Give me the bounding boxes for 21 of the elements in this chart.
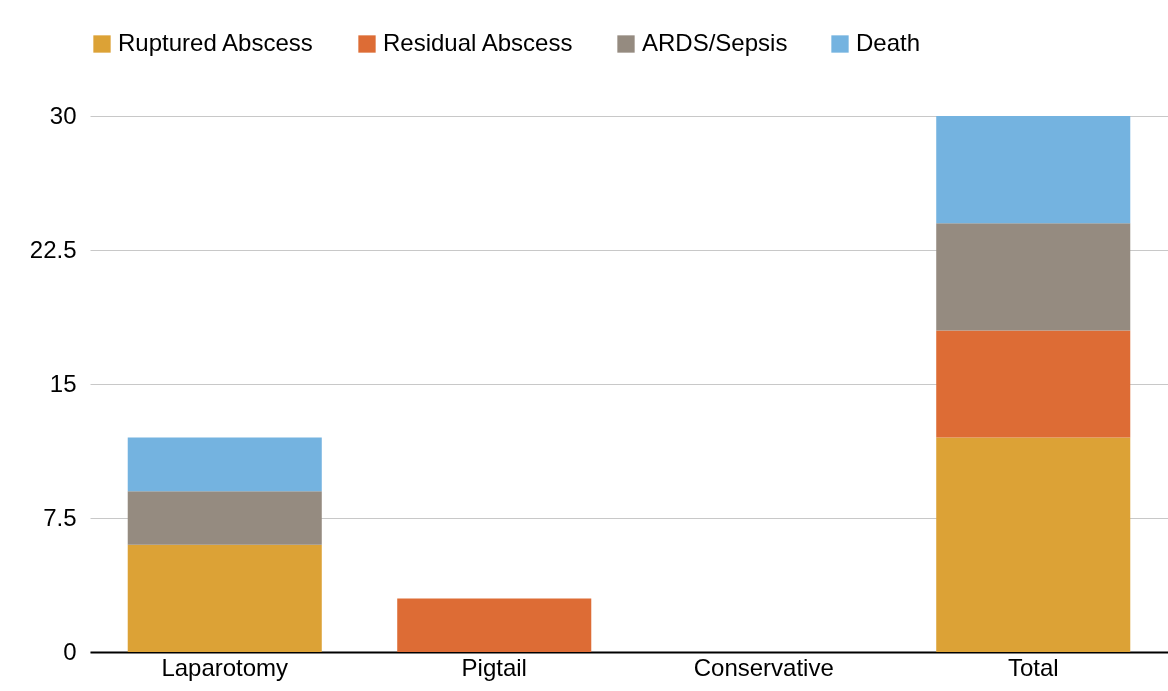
legend-label: ARDS/Sepsis [642,29,788,56]
legend-label: Ruptured Abscess [118,29,313,56]
y-tick-label: 30 [49,101,77,129]
bar [127,544,322,652]
legend-label: Death [856,29,921,56]
x-tick-label: Total [1007,653,1059,681]
x-tick-label: Laparotomy [161,653,289,681]
bar [127,437,322,492]
bar [397,598,592,652]
y-tick-label: 7.5 [43,503,77,531]
bar [936,116,1131,224]
x-tick-label: Pigtail [461,653,527,681]
bar [936,223,1131,331]
x-tick-label: Conservative [693,653,834,681]
legend-label: Residual Abscess [383,29,573,56]
y-tick-label: 15 [49,369,77,397]
bar [936,330,1131,438]
bar [127,491,322,545]
y-tick-label: 0 [63,637,77,665]
y-tick-label: 22.5 [29,235,77,263]
bar [936,437,1131,652]
